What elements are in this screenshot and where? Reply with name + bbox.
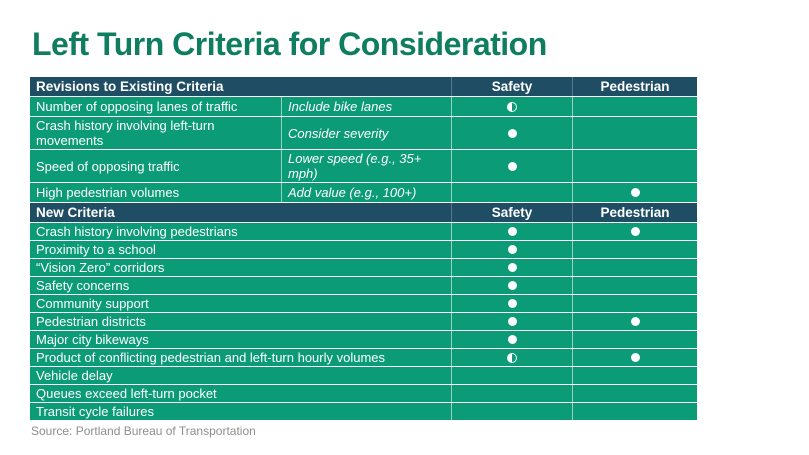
pedestrian-indicator-cell: [573, 295, 697, 312]
filled-circle-icon: [630, 227, 640, 237]
criteria-cell: Transit cycle failures: [30, 403, 452, 421]
criteria-cell: “Vision Zero” corridors: [30, 259, 452, 277]
column-header-safety: Safety: [452, 77, 573, 96]
filled-circle-icon: [507, 317, 517, 327]
criteria-cell: Proximity to a school: [30, 241, 452, 259]
pedestrian-indicator-cell: [573, 367, 697, 384]
column-header-safety: Safety: [452, 203, 573, 223]
table-row: Proximity to a school: [30, 241, 697, 260]
filled-circle-icon: [507, 128, 517, 138]
filled-circle-icon: [507, 281, 517, 291]
table-row: Product of conflicting pedestrian and le…: [30, 349, 697, 368]
source-note: Source: Portland Bureau of Transportatio…: [31, 424, 256, 438]
filled-circle-icon: [507, 227, 517, 237]
safety-indicator-cell: [452, 241, 573, 259]
safety-indicator-cell: [452, 97, 573, 116]
note-cell: Add value (e.g., 100+): [282, 183, 452, 203]
criteria-cell: Community support: [30, 295, 452, 313]
table-row: High pedestrian volumes Add value (e.g., …: [30, 183, 697, 204]
table-row: Vehicle delay: [30, 367, 697, 386]
slide-title: Left Turn Criteria for Consideration: [32, 26, 547, 62]
criteria-cell: Safety concerns: [30, 277, 452, 295]
filled-circle-icon: [507, 263, 517, 273]
table-row: “Vision Zero” corridors: [30, 259, 697, 278]
half-filled-circle-icon: [507, 352, 517, 363]
pedestrian-indicator-cell: [573, 331, 697, 348]
safety-indicator-cell: [452, 313, 573, 331]
safety-indicator-cell: [452, 403, 573, 421]
safety-indicator-cell: [452, 367, 573, 385]
criteria-cell: Speed of opposing traffic: [30, 150, 282, 183]
criteria-cell: Product of conflicting pedestrian and le…: [30, 349, 452, 367]
criteria-cell: Crash history involving left-turn moveme…: [30, 117, 282, 150]
table-row: Major city bikeways: [30, 331, 697, 350]
table-row: Community support: [30, 295, 697, 314]
table-row: Queues exceed left-turn pocket: [30, 385, 697, 404]
filled-circle-icon: [630, 317, 640, 327]
safety-indicator-cell: [452, 277, 573, 295]
criteria-cell: Number of opposing lanes of traffic: [30, 97, 282, 116]
column-header-pedestrian: Pedestrian: [600, 204, 670, 220]
section-header-label: New Criteria: [30, 203, 452, 223]
note-cell: Include bike lanes: [282, 97, 452, 116]
table-row: Speed of opposing traffic Lower speed (e.…: [30, 150, 697, 184]
pedestrian-indicator-cell: [573, 313, 697, 330]
section-header-label: Revisions to Existing Criteria: [30, 77, 452, 96]
criteria-cell: High pedestrian volumes: [30, 183, 282, 203]
pedestrian-indicator-cell: [573, 259, 697, 276]
table-row: Transit cycle failures: [30, 403, 697, 422]
section-header-row: Revisions to Existing Criteria Safety Pede…: [30, 77, 697, 97]
table-row: Safety concerns: [30, 277, 697, 296]
pedestrian-indicator-cell: [573, 349, 697, 366]
pedestrian-indicator-cell: [573, 97, 697, 116]
criteria-cell: Vehicle delay: [30, 367, 452, 385]
section-header-row: New Criteria Safety Pedestrian: [30, 203, 697, 224]
column-header-pedestrian: Pedestrian: [600, 78, 670, 94]
safety-indicator-cell: [452, 259, 573, 277]
filled-circle-icon: [630, 188, 640, 198]
filled-circle-icon: [507, 161, 517, 171]
filled-circle-icon: [630, 353, 640, 363]
safety-indicator-cell: [452, 331, 573, 349]
criteria-cell: Pedestrian districts: [30, 313, 452, 331]
pedestrian-indicator-cell: [573, 241, 697, 258]
pedestrian-indicator-cell: [573, 277, 697, 294]
criteria-cell: Crash history involving pedestrians: [30, 223, 452, 241]
criteria-table: Revisions to Existing Criteria Safety Pede…: [30, 77, 697, 422]
pedestrian-indicator-cell: [573, 183, 697, 202]
filled-circle-icon: [507, 299, 517, 309]
filled-circle-icon: [507, 245, 517, 255]
filled-circle-icon: [507, 335, 517, 345]
safety-indicator-cell: [452, 385, 573, 403]
note-cell: Lower speed (e.g., 35+ mph): [282, 150, 452, 183]
pedestrian-indicator-cell: [573, 403, 697, 420]
criteria-cell: Queues exceed left-turn pocket: [30, 385, 452, 403]
criteria-cell: Major city bikeways: [30, 331, 452, 349]
safety-indicator-cell: [452, 150, 573, 183]
pedestrian-indicator-cell: [573, 385, 697, 402]
safety-indicator-cell: [452, 183, 573, 203]
safety-indicator-cell: [452, 223, 573, 241]
safety-indicator-cell: [452, 295, 573, 313]
table-row: Crash history involving pedestrians: [30, 223, 697, 242]
note-cell: Consider severity: [282, 117, 452, 150]
table-row: Pedestrian districts: [30, 313, 697, 332]
half-filled-circle-icon: [507, 101, 517, 112]
table-row: Crash history involving left-turn moveme…: [30, 117, 697, 151]
table-row: Number of opposing lanes of traffic Inclu…: [30, 97, 697, 117]
safety-indicator-cell: [452, 117, 573, 150]
pedestrian-indicator-cell: [573, 150, 697, 182]
pedestrian-indicator-cell: [573, 223, 697, 240]
pedestrian-indicator-cell: [573, 117, 697, 149]
safety-indicator-cell: [452, 349, 573, 367]
